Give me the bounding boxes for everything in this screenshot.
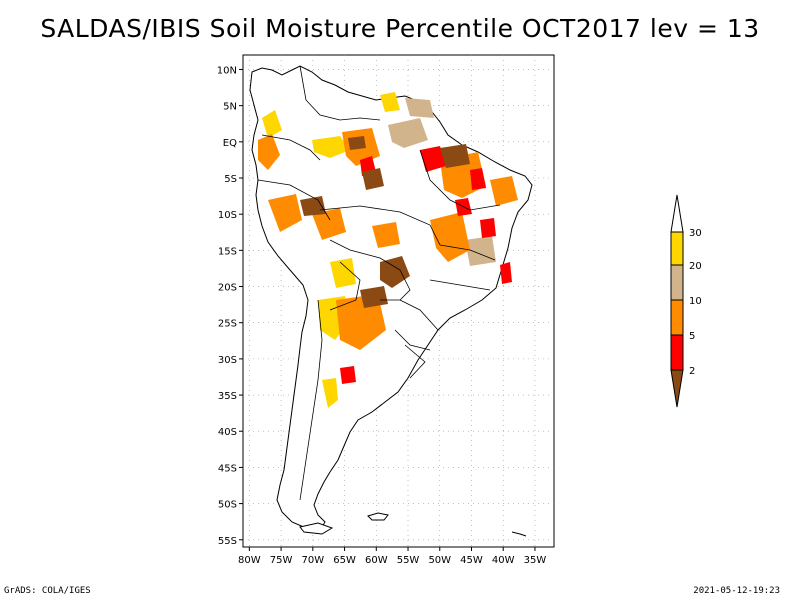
lon-label: 60W [365,555,388,566]
tierra-del-fuego [299,522,334,535]
south-georgia [511,531,527,537]
legend-20-30-box [670,231,684,266]
lat-label: 25S [218,319,237,330]
legend-2-5-box [670,334,684,371]
lat-label: 50S [218,500,237,511]
patch-5-10 [268,194,302,232]
lon-label: 35W [524,555,547,566]
patch-10-20 [388,118,428,148]
longitude-labels: 80W 75W 70W 65W 60W 55W 50W 45W 40W 35W [238,547,546,566]
lon-label: 50W [428,555,451,566]
legend-below-2-arrow [670,369,684,408]
lat-label: 5N [223,102,237,113]
lat-label: EQ [223,138,237,149]
patch-20-30 [312,136,350,158]
patch-5-10 [258,134,280,170]
patch-2-5 [480,218,496,238]
patch-5-10 [430,212,470,262]
patch-below-2 [360,286,388,308]
color-legend: 2 5 10 20 30 [670,194,702,408]
footer-credit: GrADS: COLA/IGES [4,586,91,596]
lat-label: 10S [218,210,237,221]
lon-label: 80W [238,555,261,566]
lat-label: 20S [218,283,237,294]
patch-2-5 [500,262,512,284]
patch-20-30 [322,378,338,408]
patch-2-5 [420,146,446,172]
footer-timestamp: 2021-05-12-19:23 [693,586,780,596]
lat-label: 35S [218,391,237,402]
lon-label: 75W [270,555,293,566]
lat-label: 10N [217,65,237,76]
lon-label: 40W [492,555,515,566]
lat-label: 15S [218,246,237,257]
legend-label: 2 [689,366,695,377]
lon-label: 45W [460,555,483,566]
patch-10-20 [465,236,496,266]
patch-2-5 [470,168,486,190]
patch-2-5 [340,366,356,384]
patch-20-30 [330,258,356,288]
legend-above-30-arrow [670,194,684,233]
map-title: SALDAS/IBIS Soil Moisture Percentile OCT… [40,14,760,43]
legend-5-10-box [670,299,684,336]
patch-below-2 [440,144,470,168]
patch-5-10 [372,222,400,248]
patch-below-2 [300,196,326,216]
lat-label: 30S [218,355,237,366]
patch-below-2 [348,136,366,150]
legend-label: 30 [689,228,702,239]
patch-20-30 [262,110,282,138]
patch-below-2 [362,168,384,190]
political-borders [257,65,501,501]
lat-label: 40S [218,427,237,438]
patch-5-10 [312,208,346,240]
patch-10-20 [405,98,434,118]
patch-5-10 [336,294,386,350]
patch-5-10 [490,176,518,206]
patch-20-30 [380,92,400,112]
legend-label: 20 [689,261,702,272]
legend-10-20-box [670,264,684,301]
lon-label: 55W [397,555,420,566]
falkland-islands [367,512,389,521]
lat-label: 5S [224,174,237,185]
patch-below-2 [380,256,410,288]
percentile-shading [258,92,518,408]
lat-label: 45S [218,463,237,474]
legend-label: 10 [689,296,702,307]
legend-label: 5 [689,331,695,342]
lon-label: 70W [302,555,325,566]
lon-label: 65W [333,555,356,566]
latitude-labels: 10N 5N EQ 5S 10S 15S 20S 25S 30S 35S 40S 45S 50S 55S [217,65,243,547]
lat-label: 55S [218,536,237,547]
